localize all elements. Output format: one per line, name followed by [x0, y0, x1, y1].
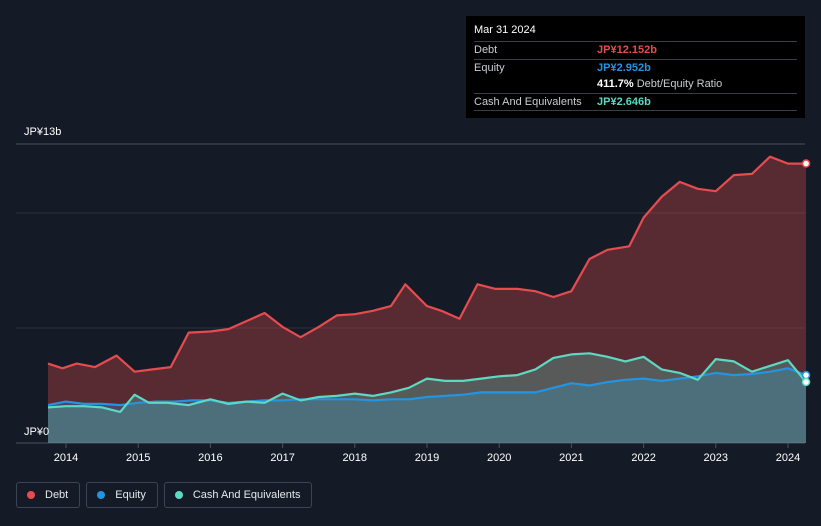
series-endpoints — [801, 159, 811, 387]
x-tick-label: 2014 — [54, 452, 78, 464]
series-areas — [48, 156, 806, 443]
debt-dot-icon — [27, 491, 35, 499]
equity-endpoint — [801, 370, 811, 380]
legend-equity-label: Equity — [115, 489, 146, 501]
y-axis-top-label: JP¥13b — [24, 126, 61, 138]
x-tick-label: 2015 — [126, 452, 150, 464]
gridlines — [16, 143, 805, 444]
legend-debt-label: Debt — [45, 489, 69, 501]
legend-item-debt[interactable]: Debt — [16, 482, 81, 508]
cash-endpoint — [801, 377, 811, 387]
legend-item-cash[interactable]: Cash And Equivalents — [163, 482, 313, 508]
tooltip-debt-label: Debt — [474, 44, 498, 57]
tooltip-row-debt: Debt JP¥12.152b — [474, 41, 797, 59]
legend-item-equity[interactable]: Equity — [86, 482, 158, 508]
tooltip-date: Mar 31 2024 — [474, 24, 536, 36]
x-tick-label: 2024 — [776, 452, 800, 464]
x-tick-label: 2016 — [198, 452, 222, 464]
x-tick-label: 2020 — [487, 452, 511, 464]
equity-dot-icon — [97, 491, 106, 499]
debt-line — [47, 155, 806, 373]
x-tick-label: 2019 — [415, 452, 439, 464]
tooltip-row-equity: Equity JP¥2.952b — [474, 58, 797, 77]
cash-area — [48, 353, 806, 443]
tooltip-panel: Mar 31 2024 Debt JP¥12.152b Equity JP¥2.… — [466, 16, 805, 118]
x-tick-label: 2018 — [343, 452, 367, 464]
legend: Debt Equity Cash And Equivalents — [16, 482, 313, 510]
tooltip-ratio-value: 411.7% — [597, 78, 634, 91]
x-tick-label: 2022 — [631, 452, 655, 464]
tooltip-equity-label: Equity — [474, 61, 505, 74]
y-axis-bottom-label: JP¥0 — [24, 426, 49, 438]
x-axis: 2014 2015 2016 2017 2018 2019 2020 2021 2022 2023… — [54, 443, 800, 464]
x-tick-label: 2017 — [270, 452, 294, 464]
tooltip-cash-label: Cash And Equivalents — [474, 95, 582, 108]
cash-dot-icon — [174, 491, 183, 499]
tooltip-equity-value: JP¥2.952b — [597, 61, 651, 74]
equity-line — [47, 367, 807, 407]
tooltip-ratio-label: Debt/Equity Ratio — [636, 78, 723, 91]
x-tick-label: 2021 — [559, 452, 583, 464]
tooltip-debt-value: JP¥12.152b — [597, 44, 657, 57]
series-lines — [47, 155, 807, 413]
cash-line — [47, 352, 807, 413]
tooltip-row-cash: Cash And Equivalents JP¥2.646b — [474, 92, 797, 111]
tooltip-cash-value: JP¥2.646b — [597, 95, 651, 108]
equity-area — [48, 368, 806, 443]
debt-area — [48, 156, 806, 443]
debt-endpoint — [801, 159, 811, 168]
legend-cash-label: Cash And Equivalents — [192, 489, 301, 501]
x-tick-label: 2023 — [704, 452, 728, 464]
tooltip-row-ratio: 411.7% Debt/Equity Ratio — [474, 76, 797, 93]
